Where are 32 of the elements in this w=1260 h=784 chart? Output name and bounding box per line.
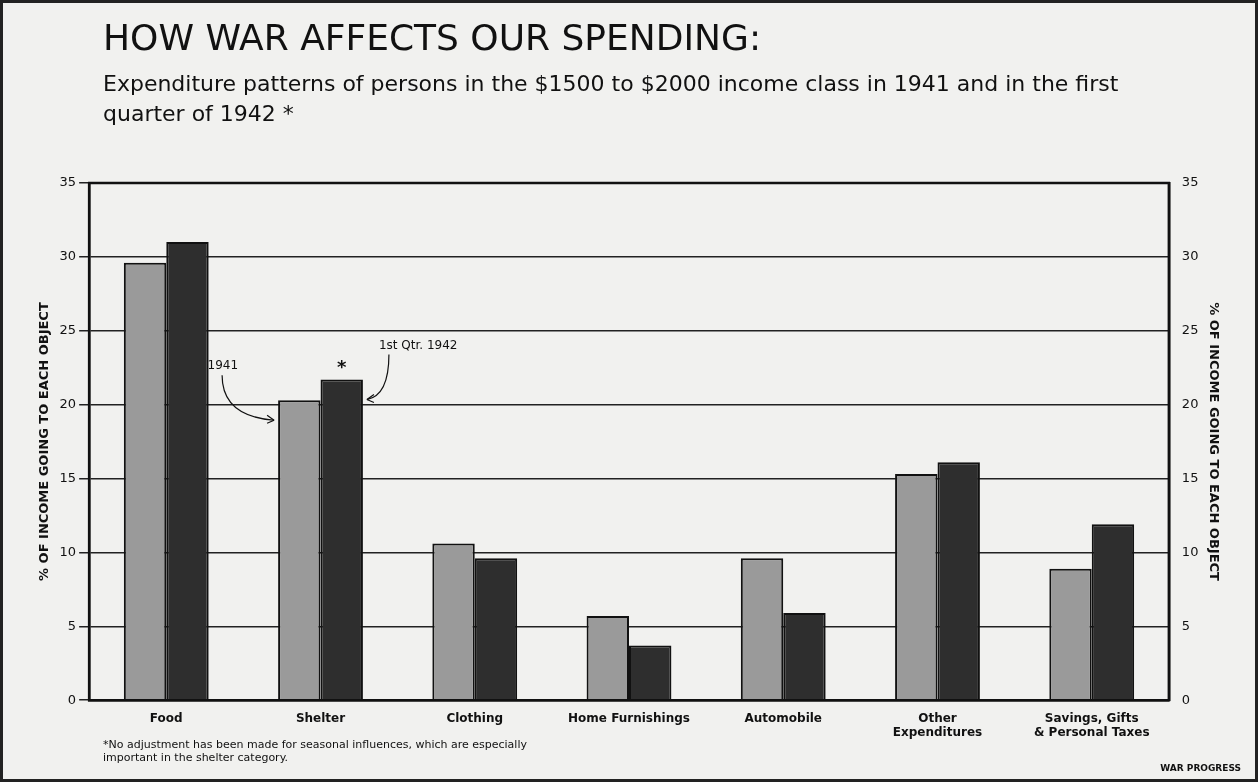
text: 1st Qtr. 1942 xyxy=(378,337,458,352)
y2-tick-label: 0 xyxy=(1181,691,1191,707)
x-tick-label: Clothing xyxy=(446,710,504,725)
y2-axis-title: % OF INCOME GOING TO EACH OBJECT xyxy=(1206,302,1222,582)
x-tick-label: Home Furnishings xyxy=(568,710,690,725)
y-tick-label: 20 xyxy=(59,396,77,412)
x-tick-label: Food xyxy=(149,710,183,725)
y2-tick-label: 35 xyxy=(1181,174,1199,190)
x-tick-label: Shelter xyxy=(295,710,346,725)
y-tick-label: 5 xyxy=(67,617,77,633)
y2-tick-label: 25 xyxy=(1181,322,1199,338)
text: *No adjustment has been made for seasonal influences, which are especially important in the shelter category. xyxy=(103,738,528,764)
y2-tick-label: 10 xyxy=(1181,543,1199,559)
y-tick-label: 10 xyxy=(59,543,77,559)
x-tick-label: Automobile xyxy=(744,710,822,725)
text: 1941 xyxy=(207,358,239,373)
y2-tick-label: 20 xyxy=(1181,396,1199,412)
chart-title: HOW WAR AFFECTS OUR SPENDING: xyxy=(103,17,762,58)
y-tick-label: 0 xyxy=(67,691,77,707)
text: WAR PROGRESS xyxy=(1160,763,1241,773)
y2-tick-label: 5 xyxy=(1181,617,1191,633)
y-tick-label: 25 xyxy=(59,322,77,338)
y2-tick-label: 15 xyxy=(1181,469,1199,485)
chart-subtitle: Expenditure patterns of persons in the $1500 to $2000 income class in 1941 and in the first quarter of 1942 * xyxy=(103,70,1120,128)
x-tick-label: Other Expenditures xyxy=(892,710,983,739)
y-tick-label: 15 xyxy=(59,469,77,485)
annotation: * xyxy=(337,356,348,378)
y2-tick-label: 30 xyxy=(1181,248,1199,264)
y-tick-label: 30 xyxy=(59,248,77,264)
y-axis-title: % OF INCOME GOING TO EACH OBJECT xyxy=(36,302,52,581)
y-tick-label: 35 xyxy=(59,174,77,190)
x-tick-label: Savings, Gifts & Personal Taxes xyxy=(1033,710,1150,739)
